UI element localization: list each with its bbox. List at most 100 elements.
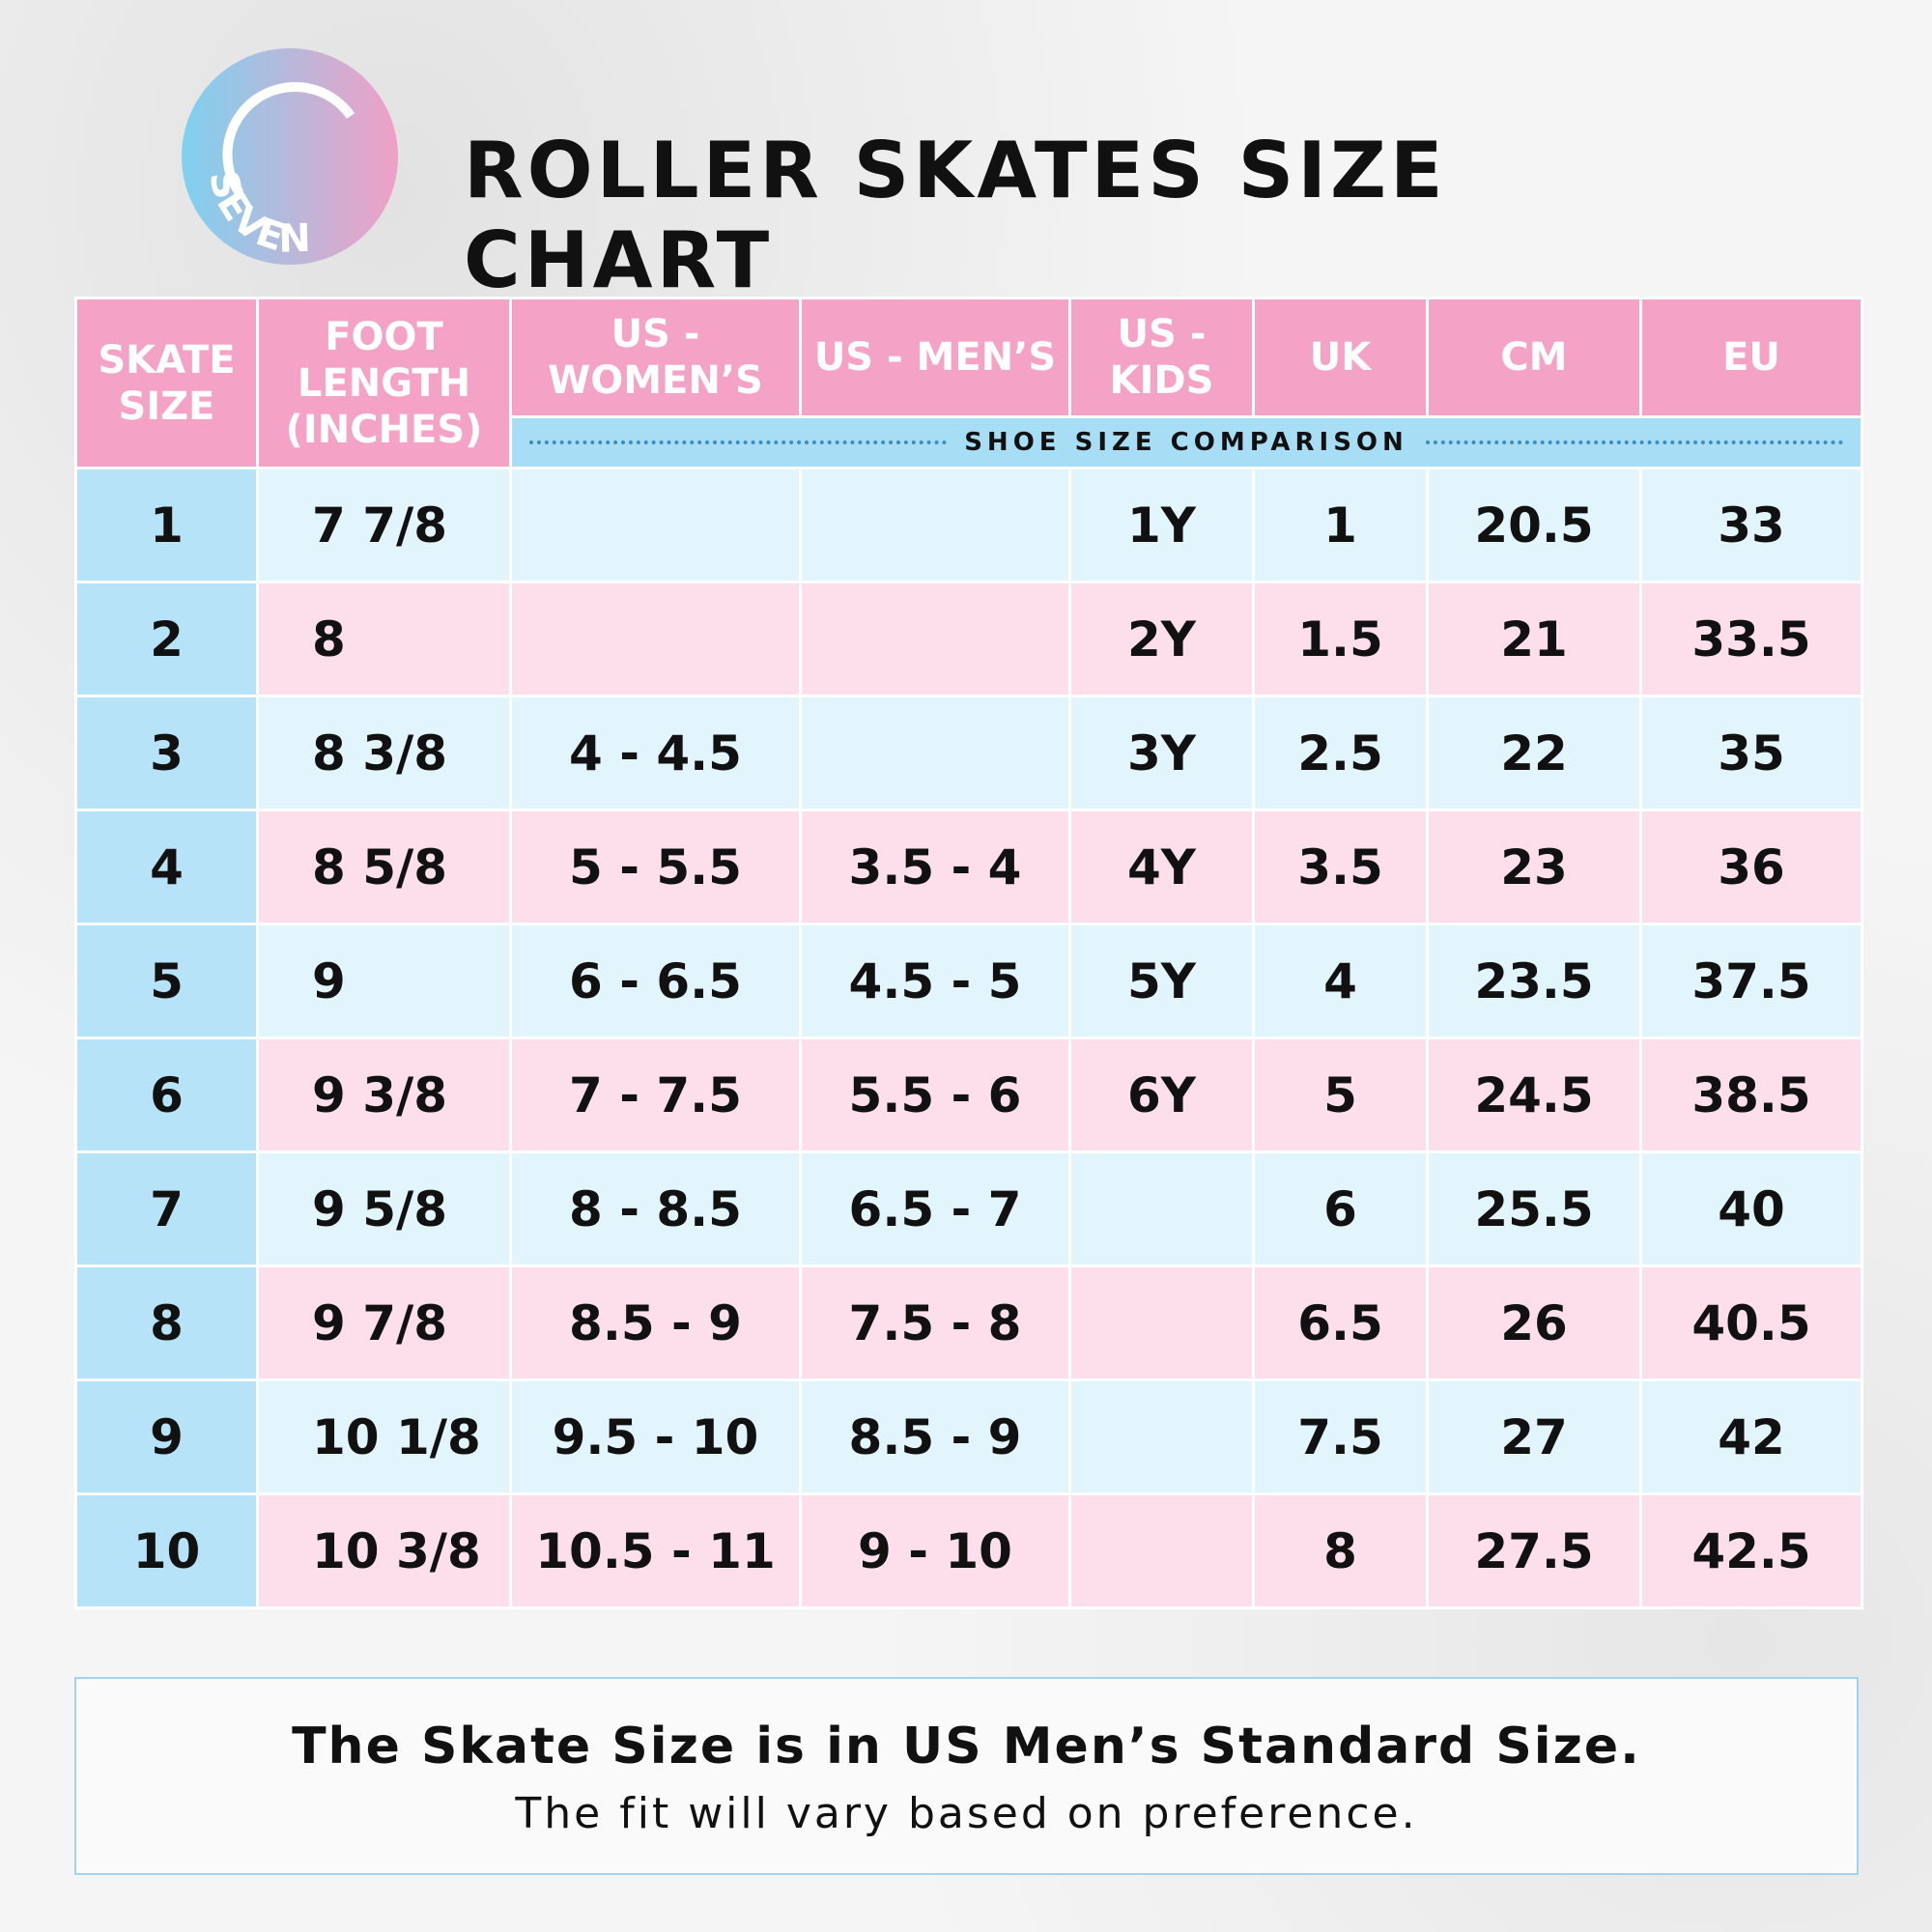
column-header: US - KIDS	[1068, 297, 1255, 418]
table-cell	[799, 695, 1071, 811]
table-row: 10 10 3/8 10.5 - 11 9 - 10 8 27.5 42.5	[74, 1492, 1863, 1609]
table-cell	[1068, 1151, 1255, 1267]
table-cell	[799, 467, 1071, 583]
table-cell: 22	[1426, 695, 1642, 811]
table-cell: 5 - 5.5	[509, 809, 802, 925]
table-cell: 10.5 - 11	[509, 1492, 802, 1609]
table-cell: 2	[74, 581, 259, 697]
column-header: US - MEN’S	[799, 297, 1071, 418]
table-cell: 10 3/8	[256, 1492, 512, 1609]
table-cell	[1068, 1264, 1255, 1381]
table-cell: 3	[74, 695, 259, 811]
table-cell: 35	[1639, 695, 1863, 811]
table-cell: 6 - 6.5	[509, 923, 802, 1039]
table-cell: 7 7/8	[256, 467, 512, 583]
table-cell: 2Y	[1068, 581, 1255, 697]
footer-box: The Skate Size is in US Men’s Standard S…	[74, 1677, 1859, 1875]
title: ROLLER SKATES SIZE CHART	[464, 126, 1447, 305]
table-cell: 9	[256, 923, 512, 1039]
table-cell: 7.5	[1252, 1378, 1429, 1495]
subheader-text: SHOE SIZE COMPARISON	[964, 428, 1408, 457]
table-cell: 8	[256, 581, 512, 697]
table-cell	[799, 581, 1071, 697]
table-cell: 6Y	[1068, 1037, 1255, 1153]
table-cell: 37.5	[1639, 923, 1863, 1039]
table-cell: 1Y	[1068, 467, 1255, 583]
footer-note: The Skate Size is in US Men’s Standard S…	[292, 1718, 1641, 1776]
table-cell: 10	[74, 1492, 259, 1609]
table-cell: 8	[74, 1264, 259, 1381]
table-cell: 8 5/8	[256, 809, 512, 925]
table-cell: 1	[74, 467, 259, 583]
table-cell	[509, 467, 802, 583]
table-cell: 27.5	[1426, 1492, 1642, 1609]
column-header: EU	[1639, 297, 1863, 418]
table-cell: 5.5 - 6	[799, 1037, 1071, 1153]
table-cell: 4.5 - 5	[799, 923, 1071, 1039]
table-cell: 7 - 7.5	[509, 1037, 802, 1153]
table-cell: 8.5 - 9	[799, 1378, 1071, 1495]
table-cell: 20.5	[1426, 467, 1642, 583]
table-cell	[1068, 1492, 1255, 1609]
table-cell: 26	[1426, 1264, 1642, 1381]
table-cell: 24.5	[1426, 1037, 1642, 1153]
table-cell: 9 7/8	[256, 1264, 512, 1381]
table-cell: 42	[1639, 1378, 1863, 1495]
table-cell: 36	[1639, 809, 1863, 925]
table-cell: 23.5	[1426, 923, 1642, 1039]
table-cell: 33	[1639, 467, 1863, 583]
footer-subnote: The fit will vary based on preference.	[515, 1789, 1418, 1838]
table-cell	[1068, 1378, 1255, 1495]
table-cell: 40.5	[1639, 1264, 1863, 1381]
table-cell: 27	[1426, 1378, 1642, 1495]
column-header: UK	[1252, 297, 1429, 418]
table-cell: 9	[74, 1378, 259, 1495]
table-cell: 33.5	[1639, 581, 1863, 697]
table-cell: 7.5 - 8	[799, 1264, 1071, 1381]
table-cell: 4	[1252, 923, 1429, 1039]
table-cell: 10 1/8	[256, 1378, 512, 1495]
table-cell: 4	[74, 809, 259, 925]
table-cell: 1.5	[1252, 581, 1429, 697]
table-cell: 8	[1252, 1492, 1429, 1609]
table-cell: 25.5	[1426, 1151, 1642, 1267]
table-cell: 1	[1252, 467, 1429, 583]
table-cell: 40	[1639, 1151, 1863, 1267]
table-row: 9 10 1/8 9.5 - 10 8.5 - 9 7.5 27 42	[74, 1378, 1863, 1495]
table-cell: 3Y	[1068, 695, 1255, 811]
table-cell: 3.5	[1252, 809, 1429, 925]
table-row: 2 8 2Y 1.5 21 33.5	[74, 581, 1863, 697]
table-cell: 9 - 10	[799, 1492, 1071, 1609]
table-cell: 6.5	[1252, 1264, 1429, 1381]
table-cell: 7	[74, 1151, 259, 1267]
table-cell: 2.5	[1252, 695, 1429, 811]
table-cell: 9 5/8	[256, 1151, 512, 1267]
column-header: CM	[1426, 297, 1642, 418]
table-cell: 9 3/8	[256, 1037, 512, 1153]
table-cell: 21	[1426, 581, 1642, 697]
table-cell: 38.5	[1639, 1037, 1863, 1153]
column-header: SKATE SIZE	[74, 297, 259, 469]
logo-arc	[222, 81, 355, 196]
table-cell: 5	[74, 923, 259, 1039]
table-cell: 4Y	[1068, 809, 1255, 925]
subheader: SHOE SIZE COMPARISON	[509, 415, 1863, 469]
table-cell: 5Y	[1068, 923, 1255, 1039]
table-cell: 8 3/8	[256, 695, 512, 811]
table-cell: 4 - 4.5	[509, 695, 802, 811]
table-cell	[509, 581, 802, 697]
column-header: FOOT LENGTH (INCHES)	[256, 297, 512, 469]
table-cell: 23	[1426, 809, 1642, 925]
size-table: SKATE SIZE FOOT LENGTH (INCHES) US - WOMEN…	[74, 297, 1863, 1609]
table-cell: 6	[74, 1037, 259, 1153]
table-cell: 3.5 - 4	[799, 809, 1071, 925]
table-cell: 6	[1252, 1151, 1429, 1267]
